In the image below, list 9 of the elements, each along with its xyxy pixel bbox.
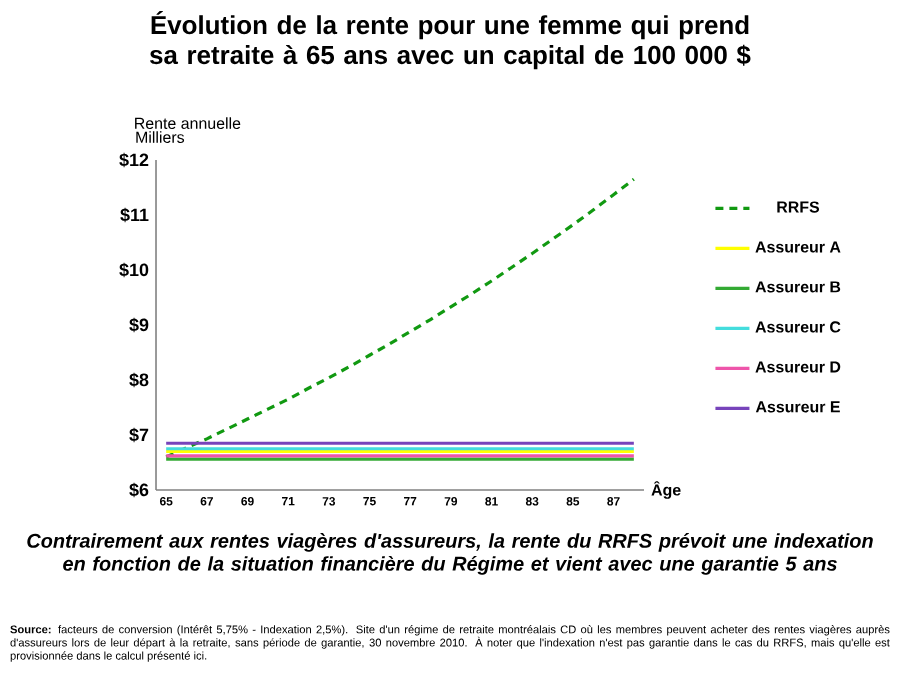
y-tick-label: $8 bbox=[129, 372, 149, 388]
y-tick-label: $10 bbox=[119, 262, 149, 278]
y-tick-label: $9 bbox=[129, 317, 149, 333]
y-tick-label: $7 bbox=[129, 427, 149, 443]
y-tick-label: $12 bbox=[119, 152, 149, 168]
y-tick-label: $11 bbox=[120, 207, 149, 223]
chart-title: Évolution de la rente pour une femme qui prend sa retraite à 65 ans avec un capital de 100 000 $ bbox=[149, 11, 751, 70]
text: Contrairement aux rentes viagères d'assureurs, la rente du RRFS prévoit une indexation en fonction de la situation financière du Régime et vient avec une garantie 5 ans bbox=[27, 533, 873, 575]
y-tick-label: $6 bbox=[129, 482, 149, 498]
